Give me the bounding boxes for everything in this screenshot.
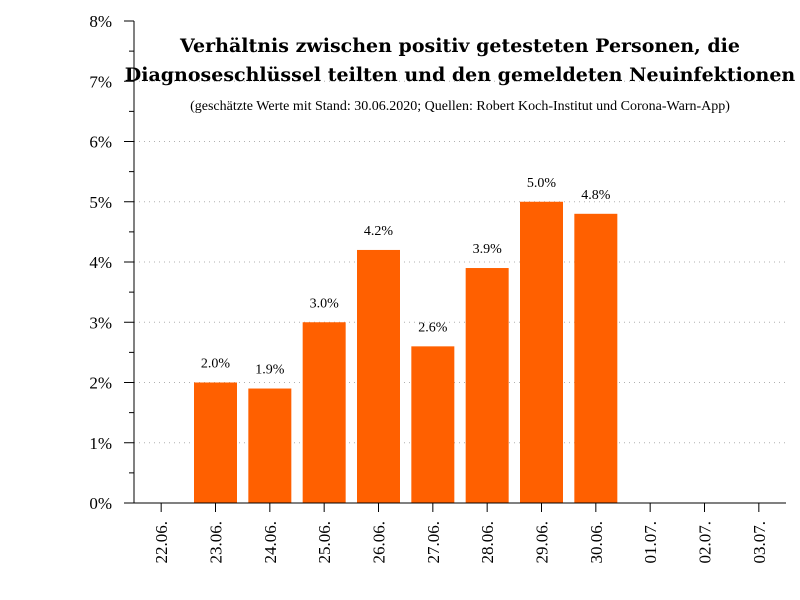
axes: 0% 1% 2% 3% 4% 5% 6% 7% 8% 22.06. 23.06. 24.06. 25.0… [89,12,786,564]
data-label: 3.0% [310,296,340,311]
data-label: 1.9% [255,363,285,378]
bar [520,201,563,503]
data-label: 4.8% [581,188,611,203]
x-tick-label: 23.06. [207,521,226,564]
bar [574,213,618,504]
x-tick-label: 01.07. [641,521,660,564]
bar [357,249,400,503]
bar [411,346,455,503]
data-label: 4.2% [364,224,394,239]
y-tick-label: 0% [89,494,112,513]
x-tick-label: 29.06. [533,521,552,564]
y-tick-label: 6% [89,133,112,152]
x-tick-label: 03.07. [750,521,769,564]
x-tick-label: 30.06. [587,521,606,564]
chart-title-line-1: Verhältnis zwischen positiv getesteten P… [179,35,740,57]
y-tick-label: 2% [89,374,112,393]
data-labels: 2.0% 1.9% 3.0% 4.2% 2.6% 3.9% 5.0% 4.8% [201,176,611,378]
x-tick-label: 25.06. [315,521,334,564]
y-tick-label: 7% [89,72,112,91]
x-tick-label: 24.06. [261,521,280,564]
chart-title: Verhältnis zwischen positiv getesteten P… [125,35,796,114]
y-tick-label: 5% [89,193,112,212]
x-tick-label: 02.07. [696,521,715,564]
bar [302,322,346,503]
y-tick-label: 8% [89,12,112,31]
y-tick-label: 3% [89,313,112,332]
bar [194,382,237,503]
x-tick-label: 22.06. [152,521,171,564]
chart-subtitle: (geschätzte Werte mit Stand: 30.06.2020;… [190,99,730,114]
data-label: 2.0% [201,357,231,372]
bar [248,388,292,503]
x-tick-label: 27.06. [424,521,443,564]
data-label: 3.9% [473,242,503,257]
x-tick-label: 28.06. [478,521,497,564]
x-tick-label: 26.06. [370,521,389,564]
chart-title-line-2: Diagnoseschlüssel teilten und den gemeld… [125,64,796,86]
y-tick-label: 4% [89,253,112,272]
data-label: 2.6% [418,320,448,335]
gridlines [134,80,786,444]
data-label: 5.0% [527,176,557,191]
y-tick-label: 1% [89,434,112,453]
bars [194,201,618,504]
bar [465,268,509,503]
